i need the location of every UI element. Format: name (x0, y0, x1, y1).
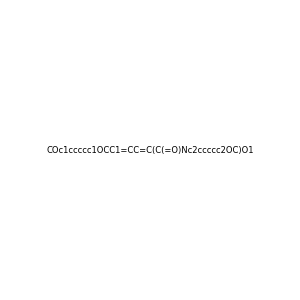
Text: COc1ccccc1OCC1=CC=C(C(=O)Nc2ccccc2OC)O1: COc1ccccc1OCC1=CC=C(C(=O)Nc2ccccc2OC)O1 (46, 146, 254, 154)
